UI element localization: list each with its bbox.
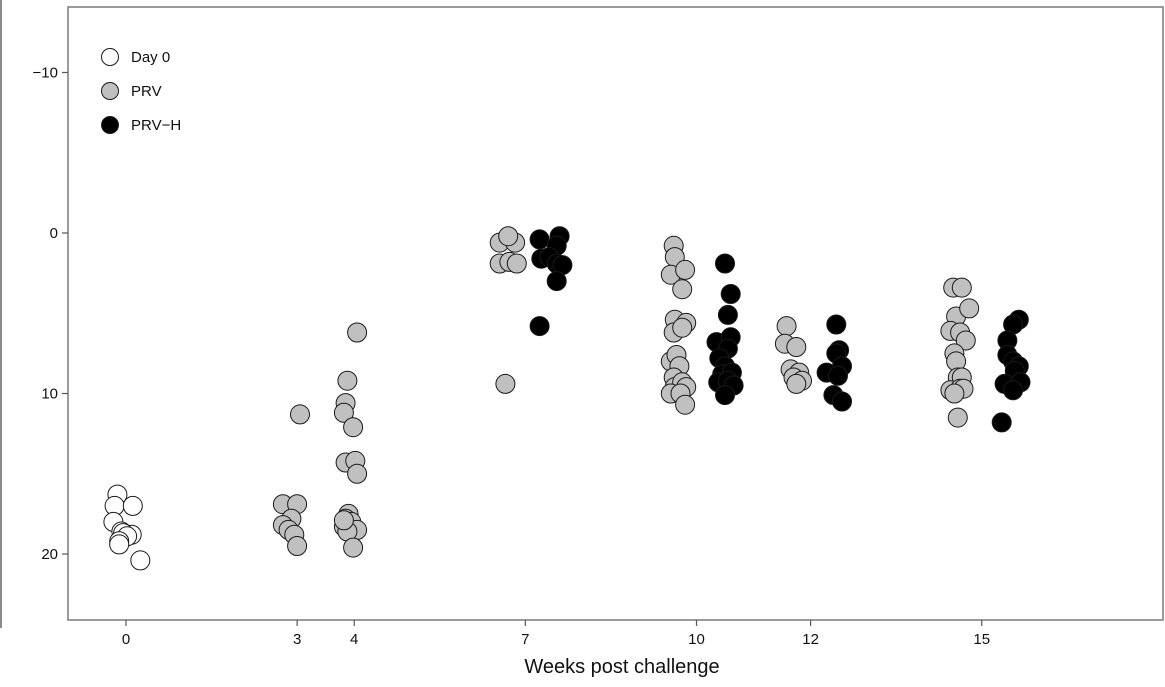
series-prv-h	[529, 226, 1031, 433]
x-tick-label: 15	[973, 631, 990, 648]
data-point	[776, 316, 797, 337]
data-point	[498, 226, 519, 247]
data-point	[675, 394, 696, 415]
axes: −10 0 10 20 0 3 4 7 10 12 15	[33, 6, 1164, 648]
data-point	[130, 550, 151, 571]
data-point	[672, 279, 693, 300]
data-point	[947, 407, 968, 428]
data-point	[1003, 380, 1024, 401]
data-point	[287, 536, 308, 556]
legend-marker	[101, 116, 119, 134]
data-point	[672, 317, 693, 338]
data-point	[343, 417, 364, 438]
y-tick-label: 0	[50, 225, 58, 242]
series-day-0	[103, 484, 151, 571]
legend-marker	[101, 82, 119, 100]
x-tick-label: 3	[293, 631, 301, 648]
y-tick-label: 20	[41, 546, 58, 563]
plot-frame	[67, 6, 1164, 621]
data-point	[955, 330, 976, 351]
legend-label: Day 0	[131, 49, 170, 66]
legend-label: PRV−H	[131, 117, 181, 134]
data-point	[959, 298, 980, 319]
data-point	[333, 510, 354, 531]
x-tick-label: 0	[122, 631, 130, 648]
data-point	[529, 229, 550, 250]
data-point	[109, 534, 130, 555]
y-tick-label: −10	[33, 65, 58, 82]
x-tick-label: 7	[521, 631, 529, 648]
data-point	[347, 322, 368, 343]
data-point	[715, 253, 735, 274]
data-point	[828, 365, 848, 386]
data-point	[529, 316, 550, 337]
data-point	[991, 412, 1012, 433]
data-point	[715, 385, 735, 406]
data-point	[951, 277, 972, 298]
data-point	[343, 537, 364, 558]
legend-label: PRV	[131, 83, 162, 100]
data-point	[347, 463, 368, 484]
data-point	[122, 495, 143, 516]
data-point	[333, 402, 354, 423]
x-tick-label: 4	[350, 631, 358, 648]
data-point	[832, 391, 852, 412]
x-tick-label: 10	[688, 631, 705, 648]
data-point	[546, 271, 567, 292]
data-point	[337, 370, 358, 391]
data-point	[826, 314, 847, 335]
data-point	[290, 404, 310, 425]
data-point	[675, 259, 696, 280]
data-point	[495, 373, 516, 394]
series-prv	[272, 226, 980, 558]
data-point	[506, 253, 527, 274]
legend-marker	[101, 48, 119, 66]
left-frame-rule	[0, 0, 2, 628]
legend: Day 0 PRV PRV−H	[101, 48, 181, 134]
x-tick-label: 12	[802, 631, 819, 648]
data-point	[944, 383, 965, 404]
data-point	[786, 373, 807, 394]
data-points	[103, 226, 1031, 571]
x-axis-title: Weeks post challenge	[524, 656, 719, 678]
data-point	[786, 337, 807, 357]
data-point	[720, 284, 741, 304]
y-tick-label: 10	[41, 386, 58, 403]
data-point	[717, 304, 738, 325]
